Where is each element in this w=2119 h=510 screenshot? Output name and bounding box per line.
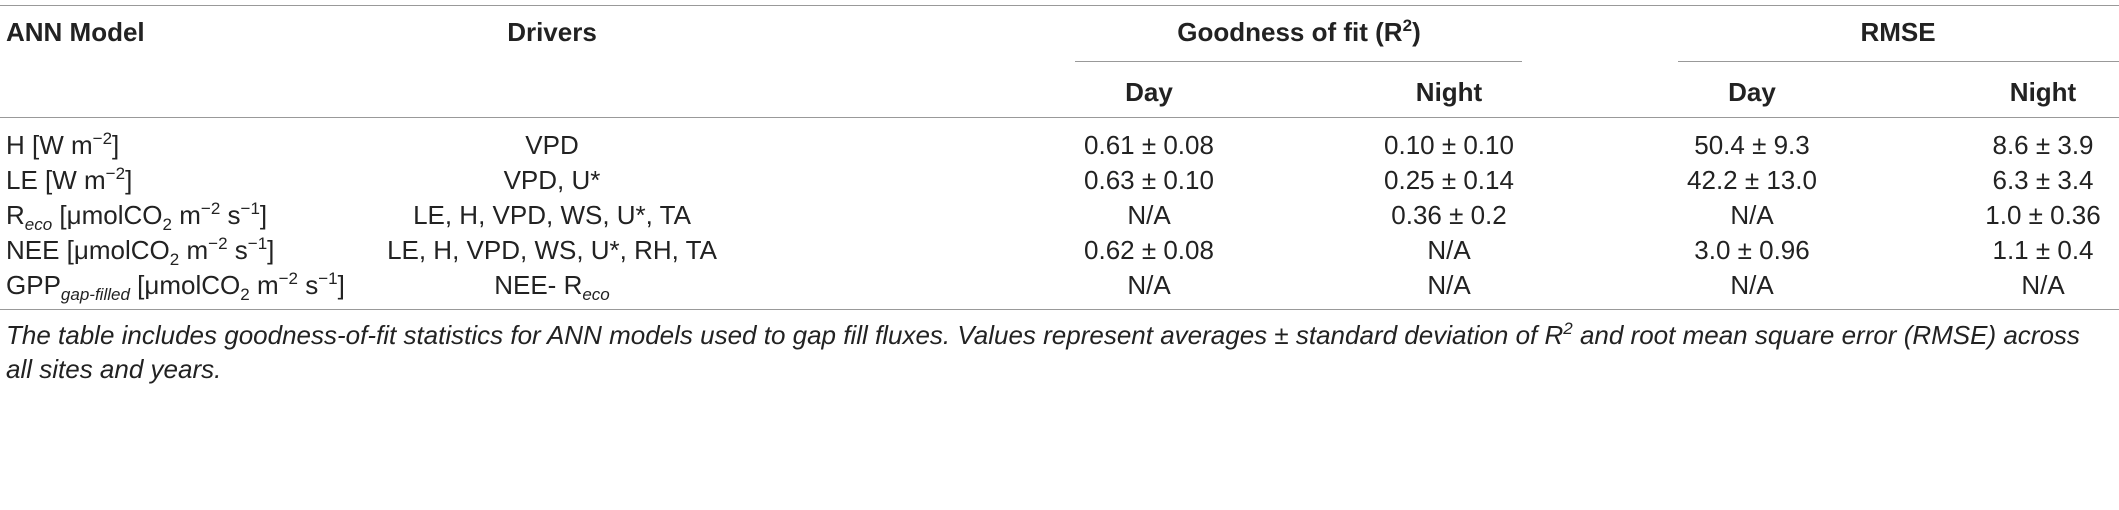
row-nee-gof-day: 0.62 ± 0.08 <box>1084 235 1214 265</box>
row-le-gof-night: 0.25 ± 0.14 <box>1384 165 1514 195</box>
row-h-gof-night: 0.10 ± 0.10 <box>1384 130 1514 160</box>
row-le-gof-day: 0.63 ± 0.10 <box>1084 165 1214 195</box>
row-le-model: LE [W m−2] <box>6 164 133 195</box>
row-le-rmse-night: 6.3 ± 3.4 <box>1992 165 2094 195</box>
row-gpp-drivers: NEE- Reco <box>494 270 610 304</box>
row-nee-rmse-day: 3.0 ± 0.96 <box>1694 235 1810 265</box>
bottom-rule <box>0 309 2119 310</box>
header-gof-day: Day <box>1125 77 1173 107</box>
header-rule <box>0 117 2119 118</box>
row-reco-drivers: LE, H, VPD, WS, U*, TA <box>413 200 691 230</box>
gof-group-rule <box>1075 61 1522 62</box>
header-gof-night: Night <box>1415 77 1483 107</box>
table-caption: The table includes goodness-of-fit stati… <box>6 319 2080 384</box>
row-gpp-rmse-day: N/A <box>1730 270 1774 300</box>
top-rule <box>0 5 2119 6</box>
header-rmse-night: Night <box>2009 77 2077 107</box>
row-reco-gof-night: 0.36 ± 0.2 <box>1391 200 1507 230</box>
header-goodness-of-fit: Goodness of fit (R2) <box>1177 16 1421 47</box>
row-reco-rmse-day: N/A <box>1730 200 1774 230</box>
row-reco-rmse-night: 1.0 ± 0.36 <box>1985 200 2101 230</box>
row-h-rmse-night: 8.6 ± 3.9 <box>1992 130 2094 160</box>
row-gpp-model: GPPgap-filled [μmolCO2 m−2 s−1] <box>6 269 345 304</box>
row-reco-gof-day: N/A <box>1127 200 1171 230</box>
row-gpp-rmse-night: N/A <box>2021 270 2065 300</box>
row-h-model: H [W m−2] <box>6 129 120 160</box>
row-le-rmse-day: 42.2 ± 13.0 <box>1687 165 1817 195</box>
header-rmse-day: Day <box>1728 77 1776 107</box>
row-nee-gof-night: N/A <box>1427 235 1471 265</box>
rmse-group-rule <box>1678 61 2119 62</box>
row-nee-rmse-night: 1.1 ± 0.4 <box>1992 235 2094 265</box>
header-drivers: Drivers <box>507 17 597 47</box>
row-le-drivers: VPD, U* <box>503 165 601 195</box>
row-h-rmse-day: 50.4 ± 9.3 <box>1694 130 1810 160</box>
header-rmse: RMSE <box>1860 17 1936 47</box>
header-ann-model: ANN Model <box>6 17 145 47</box>
row-nee-drivers: LE, H, VPD, WS, U*, RH, TA <box>387 235 717 265</box>
row-reco-model: Reco [μmolCO2 m−2 s−1] <box>6 199 268 234</box>
row-h-drivers: VPD <box>525 130 579 160</box>
row-nee-model: NEE [μmolCO2 m−2 s−1] <box>6 234 275 269</box>
row-gpp-gof-night: N/A <box>1427 270 1471 300</box>
row-gpp-gof-day: N/A <box>1127 270 1171 300</box>
row-h-gof-day: 0.61 ± 0.08 <box>1084 130 1214 160</box>
